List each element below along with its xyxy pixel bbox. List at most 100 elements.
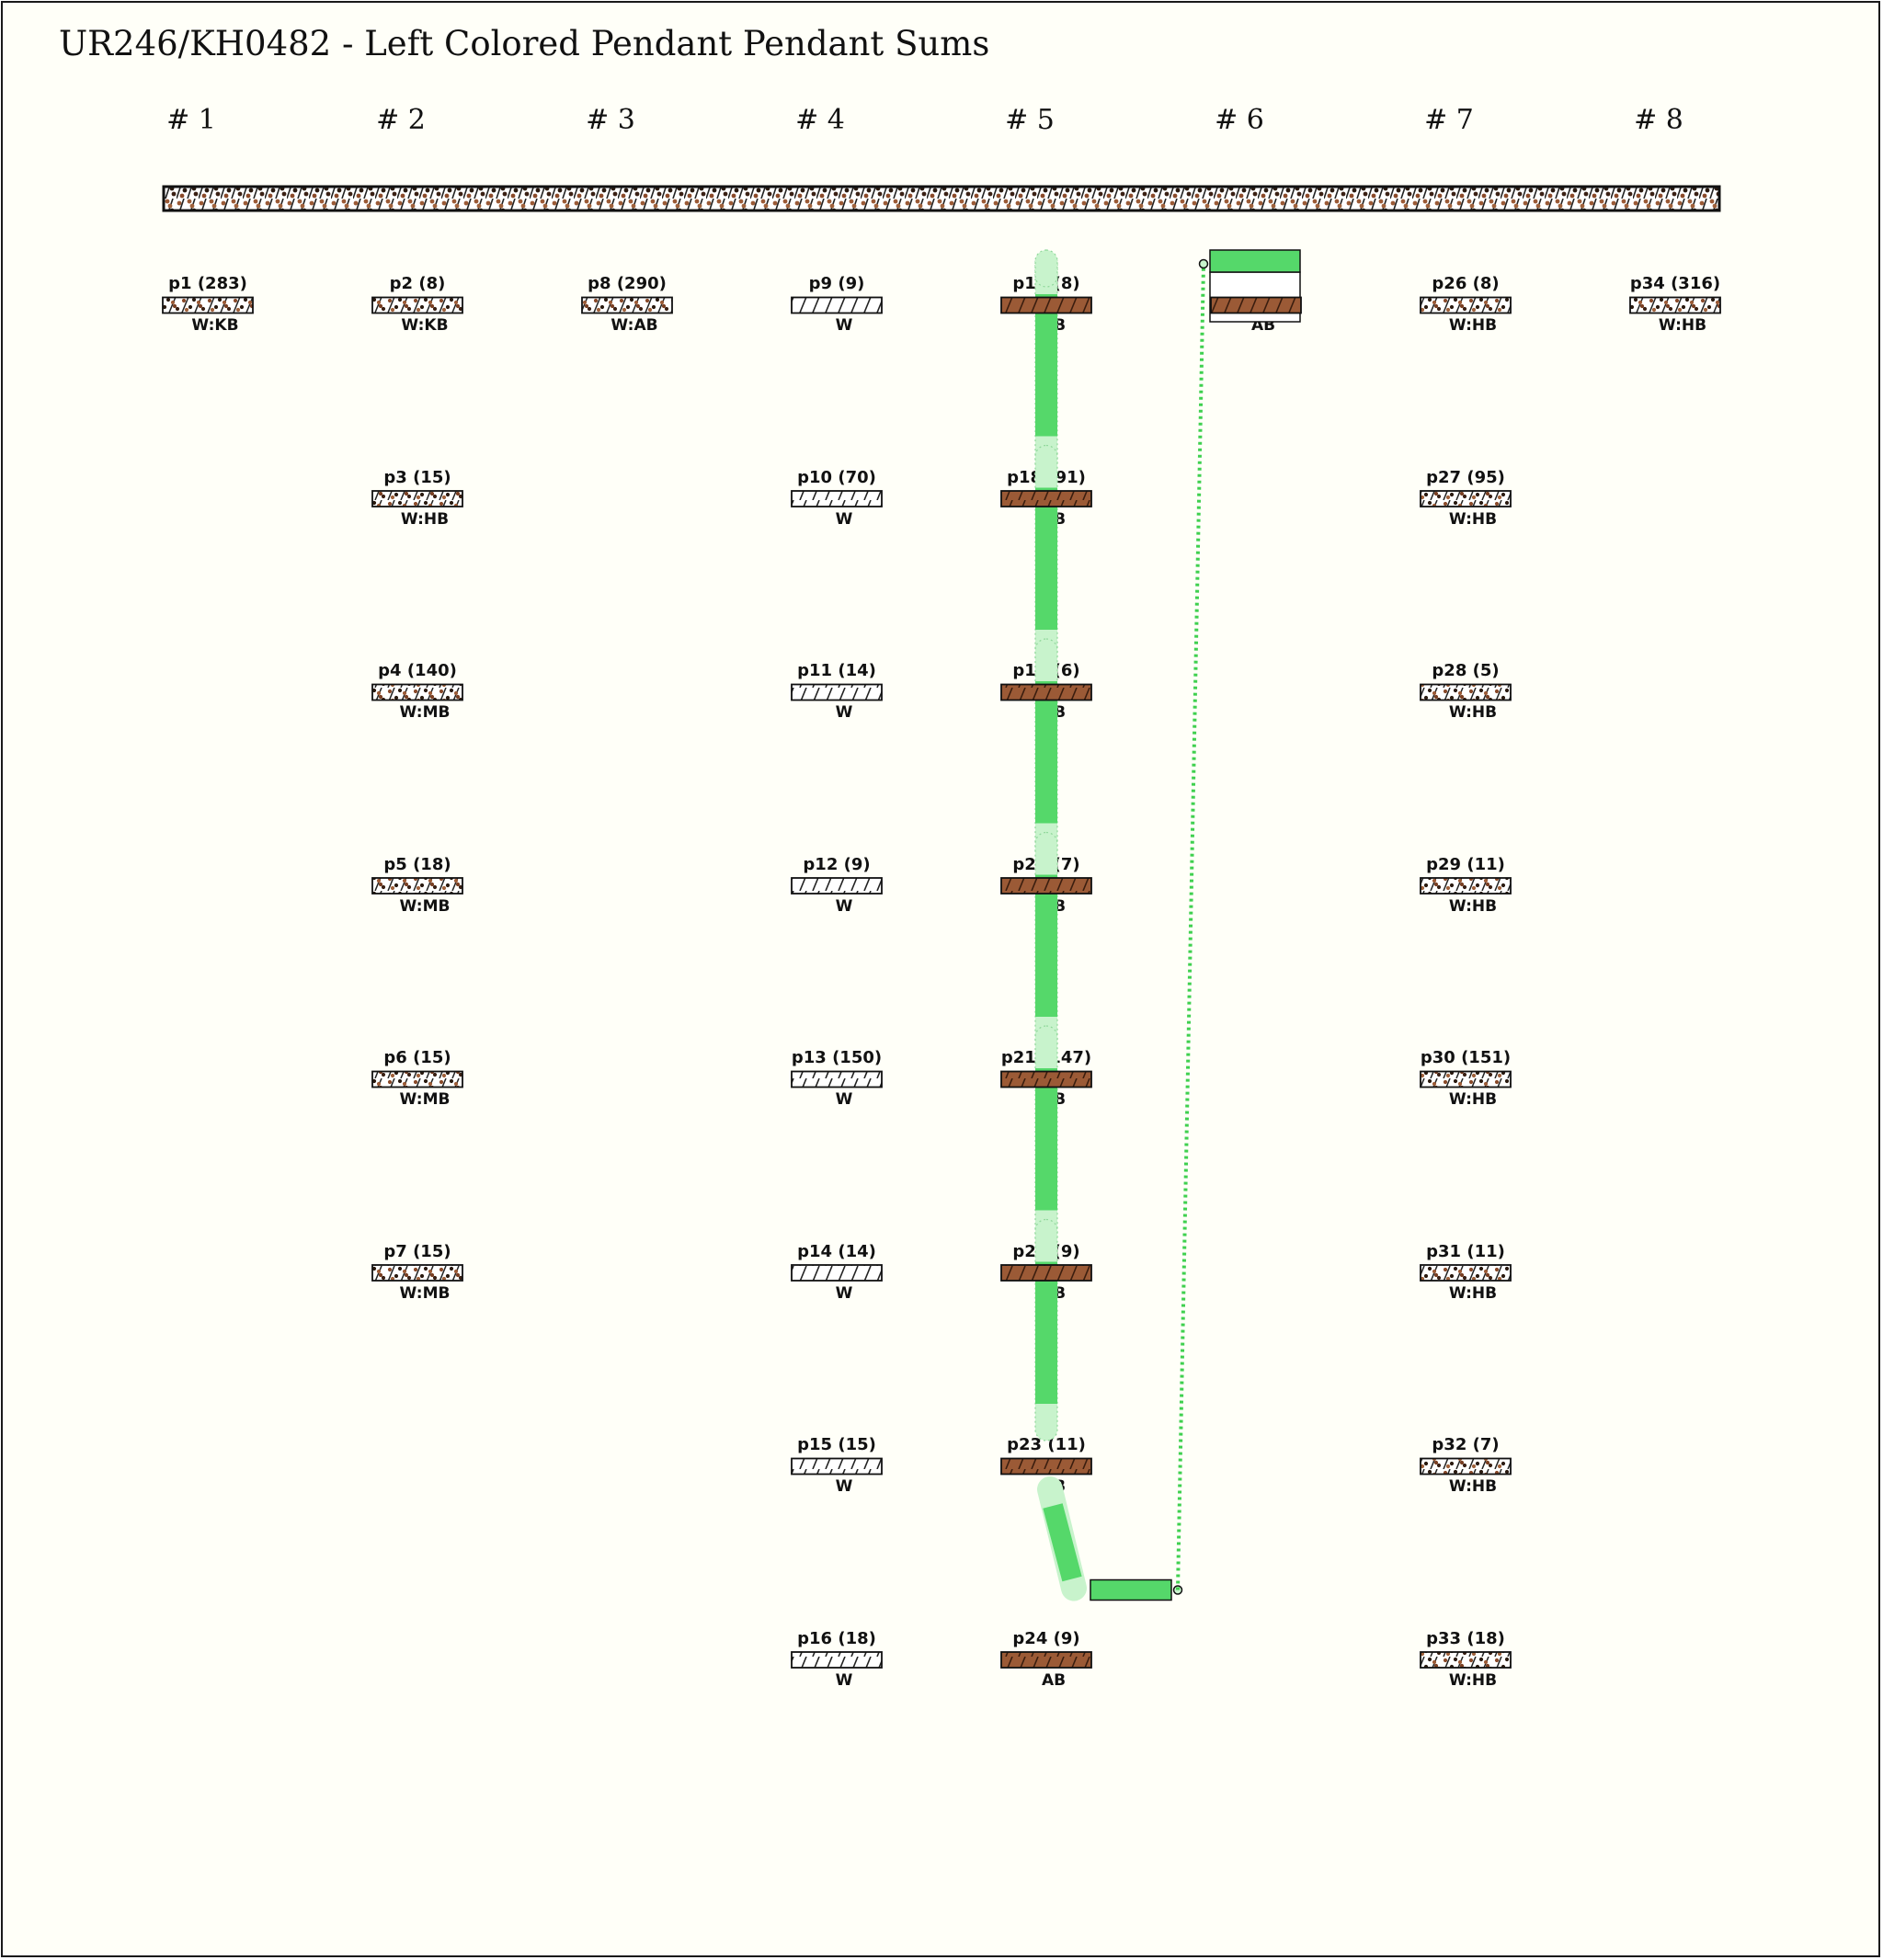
sum-source-tag <box>1090 1578 1172 1601</box>
pendant-label-p11: p11 (14) <box>797 661 876 680</box>
sum-dotted-connector <box>1176 263 1205 1590</box>
pendant-label-p9: p9 (9) <box>808 274 865 293</box>
pendant-color-p33: W:HB <box>1448 1670 1498 1690</box>
pendant-color-p26: W:HB <box>1448 316 1498 335</box>
sum-link-segment <box>1035 1261 1057 1404</box>
pendant-cord-p7[interactable] <box>371 1264 463 1282</box>
pendant-color-p11: W <box>835 703 853 722</box>
pendant-cord-p33[interactable] <box>1420 1651 1512 1669</box>
pendant-cord-p10[interactable] <box>791 490 883 507</box>
pendant-color-p28: W:HB <box>1448 703 1498 722</box>
pendant-label-p33: p33 (18) <box>1426 1628 1505 1648</box>
group-label: # 5 <box>1005 104 1055 136</box>
pendant-label-p34: p34 (316) <box>1629 274 1721 293</box>
pendant-color-p13: W <box>835 1090 853 1109</box>
pendant-cord-p24[interactable] <box>1000 1651 1092 1669</box>
sum-link-segment <box>1035 1068 1057 1211</box>
sum-link-segment <box>1035 487 1057 630</box>
pendant-color-p8: W:AB <box>611 316 658 335</box>
pendant-cord-p3[interactable] <box>371 490 463 507</box>
pendant-cord-p1[interactable] <box>162 296 254 314</box>
pendant-label-p12: p12 (9) <box>803 854 871 874</box>
pendant-cord-p5[interactable] <box>371 877 463 895</box>
sum-target-tag <box>1209 249 1301 273</box>
pendant-label-p32: p32 (7) <box>1432 1435 1500 1454</box>
pendant-color-p30: W:HB <box>1448 1090 1498 1109</box>
pendant-cord-p32[interactable] <box>1420 1457 1512 1476</box>
pendant-cord-p34[interactable] <box>1629 296 1721 314</box>
primary-cord <box>162 185 1721 212</box>
pendant-label-p30: p30 (151) <box>1420 1048 1512 1067</box>
pendant-color-p12: W <box>835 896 853 916</box>
pendant-cord-p14[interactable] <box>791 1264 883 1282</box>
pendant-label-p8: p8 (290) <box>588 274 667 293</box>
pendant-label-p10: p10 (70) <box>797 467 876 487</box>
pendant-cord-p13[interactable] <box>791 1070 883 1088</box>
pendant-cord-p19[interactable] <box>1000 683 1092 701</box>
pendant-label-p2: p2 (8) <box>389 274 446 293</box>
pendant-label-p23: p23 (11) <box>1007 1435 1086 1454</box>
pendant-color-p16: W <box>835 1670 853 1690</box>
pendant-cord-p2[interactable] <box>371 296 463 314</box>
sum-link-segment <box>1035 874 1057 1017</box>
pendant-color-p1: W:KB <box>191 316 239 335</box>
sum-link-segment <box>1035 681 1057 824</box>
pendant-color-p7: W:MB <box>399 1283 451 1303</box>
pendant-cord-p29[interactable] <box>1420 877 1512 895</box>
group-label: # 3 <box>586 104 635 136</box>
pendant-cord-p8[interactable] <box>581 296 673 314</box>
pendant-color-p24: AB <box>1041 1670 1067 1690</box>
pendant-cord-p31[interactable] <box>1420 1264 1512 1282</box>
pendant-label-p14: p14 (14) <box>797 1241 876 1261</box>
pendant-cord-p11[interactable] <box>791 683 883 701</box>
pendant-color-p29: W:HB <box>1448 896 1498 916</box>
group-label: # 7 <box>1424 104 1474 136</box>
group-label: # 4 <box>795 104 845 136</box>
pendant-color-p3: W:HB <box>400 509 450 529</box>
pendant-cord-p17[interactable] <box>1000 296 1092 314</box>
pendant-cord-p6[interactable] <box>371 1070 463 1088</box>
page-title: UR246/KH0482 - Left Colored Pendant Pend… <box>59 24 990 63</box>
pendant-label-p5: p5 (18) <box>383 854 451 874</box>
group-label: # 1 <box>166 104 216 136</box>
pendant-color-p15: W <box>835 1477 853 1496</box>
pendant-color-p9: W <box>835 316 853 335</box>
pendant-color-p4: W:MB <box>399 703 451 722</box>
pendant-label-p31: p31 (11) <box>1426 1241 1505 1261</box>
pendant-label-p1: p1 (283) <box>168 274 247 293</box>
pendant-cord-p18[interactable] <box>1000 490 1092 507</box>
pendant-cord-p4[interactable] <box>371 683 463 701</box>
pendant-cord-p30[interactable] <box>1420 1070 1512 1088</box>
pendant-cord-p12[interactable] <box>791 877 883 895</box>
pendant-label-p13: p13 (150) <box>791 1048 883 1067</box>
sum-target-dot <box>1198 258 1209 269</box>
group-label: # 6 <box>1215 104 1264 136</box>
pendant-cord-p22[interactable] <box>1000 1264 1092 1282</box>
pendant-cord-p25[interactable] <box>1210 296 1302 314</box>
sum-link-slant <box>1043 1503 1082 1582</box>
pendant-cord-p23[interactable] <box>1000 1457 1092 1476</box>
pendant-cord-p15[interactable] <box>791 1457 883 1476</box>
pendant-cord-p20[interactable] <box>1000 877 1092 895</box>
pendant-label-p3: p3 (15) <box>383 467 451 487</box>
pendant-label-p26: p26 (8) <box>1432 274 1500 293</box>
sum-link-segment <box>1035 294 1057 437</box>
group-label: # 2 <box>376 104 426 136</box>
pendant-label-p6: p6 (15) <box>383 1048 451 1067</box>
pendant-cord-p9[interactable] <box>791 296 883 314</box>
pendant-cord-p16[interactable] <box>791 1651 883 1669</box>
pendant-color-p14: W <box>835 1283 853 1303</box>
pendant-cord-p21[interactable] <box>1000 1070 1092 1088</box>
pendant-cord-p26[interactable] <box>1420 296 1512 314</box>
pendant-color-p10: W <box>835 509 853 529</box>
pendant-color-p34: W:HB <box>1658 316 1707 335</box>
sum-link-cap <box>1034 249 1058 288</box>
pendant-color-p31: W:HB <box>1448 1283 1498 1303</box>
pendant-label-p24: p24 (9) <box>1012 1628 1080 1648</box>
pendant-label-p15: p15 (15) <box>797 1435 876 1454</box>
pendant-label-p4: p4 (140) <box>378 661 457 680</box>
pendant-cord-p27[interactable] <box>1420 490 1512 507</box>
pendant-cord-p28[interactable] <box>1420 683 1512 701</box>
pendant-color-p27: W:HB <box>1448 509 1498 529</box>
